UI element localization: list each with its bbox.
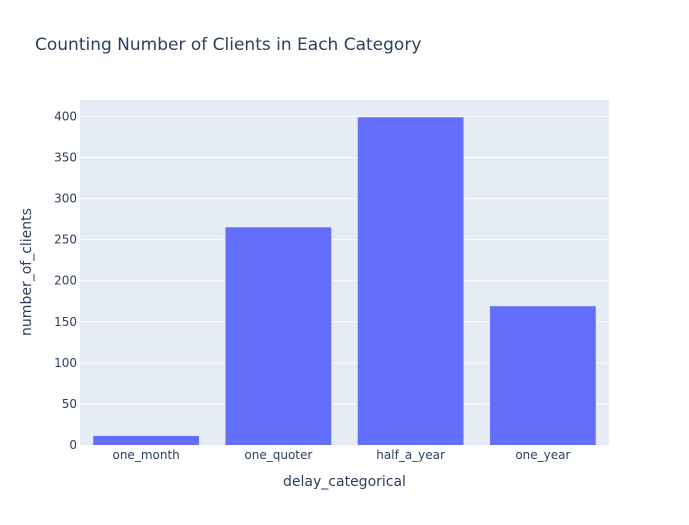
y-tick-label: 0 <box>69 438 77 452</box>
bar-one_quoter[interactable] <box>225 227 332 445</box>
bar-one_month[interactable] <box>93 435 200 445</box>
y-tick-label: 350 <box>54 151 77 165</box>
y-tick-label: 150 <box>54 315 77 329</box>
x-tick-label: half_a_year <box>376 448 445 462</box>
x-tick-labels: one_month one_quoter half_a_year one_year <box>112 448 570 462</box>
y-tick-label: 250 <box>54 233 77 247</box>
x-tick-label: one_year <box>515 448 570 462</box>
y-tick-label: 100 <box>54 356 77 370</box>
y-tick-label: 400 <box>54 109 77 123</box>
y-tick-labels: 0 50 100 150 200 250 300 350 400 <box>54 109 77 452</box>
y-gridlines <box>80 115 609 405</box>
y-axis-title: number_of_clients <box>19 208 35 336</box>
x-tick-label: one_quoter <box>244 448 312 462</box>
bar-half_a_year[interactable] <box>357 117 464 445</box>
y-tick-label: 300 <box>54 192 77 206</box>
bars <box>93 117 596 445</box>
x-tick-label: one_month <box>112 448 179 462</box>
x-axis-title: delay_categorical <box>283 474 406 490</box>
y-tick-label: 50 <box>62 397 77 411</box>
chart-title: Counting Number of Clients in Each Categ… <box>35 35 421 55</box>
bar-one_year[interactable] <box>489 306 596 445</box>
y-tick-label: 200 <box>54 274 77 288</box>
